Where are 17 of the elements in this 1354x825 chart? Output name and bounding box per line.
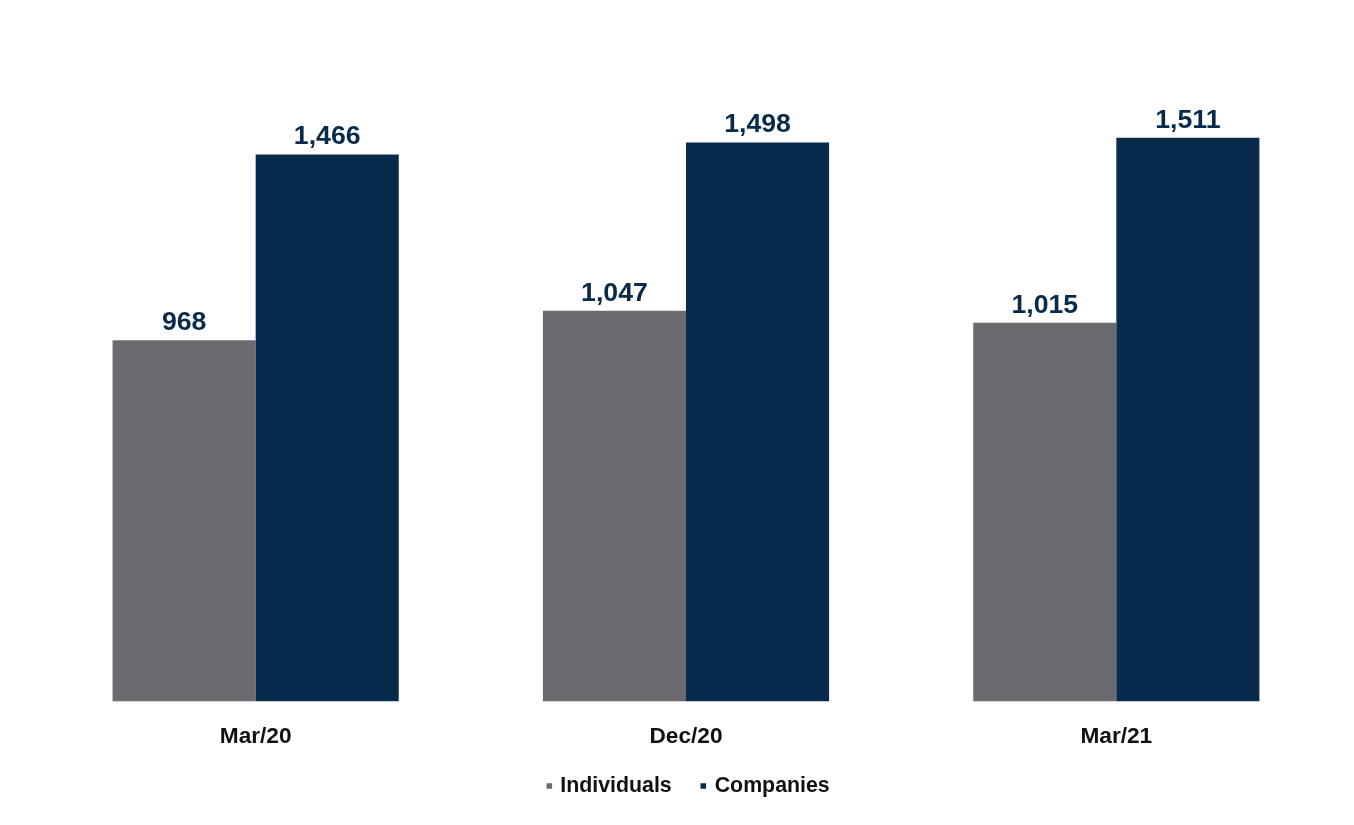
x-tick-label: Mar/21 bbox=[1080, 721, 1153, 748]
bar bbox=[1116, 137, 1260, 702]
bar bbox=[112, 340, 256, 702]
data-label: 1,466 bbox=[293, 120, 361, 151]
legend-label: Companies bbox=[714, 772, 830, 798]
bar bbox=[686, 142, 830, 702]
data-label: 1,498 bbox=[724, 108, 791, 139]
legend-label: Individuals bbox=[560, 772, 672, 798]
bar bbox=[542, 310, 686, 702]
data-label: 1,047 bbox=[581, 276, 648, 307]
x-tick-label: Dec/20 bbox=[649, 721, 723, 748]
data-label: 968 bbox=[161, 306, 207, 337]
data-label: 1,015 bbox=[1011, 288, 1079, 319]
data-label: 1,511 bbox=[1155, 103, 1221, 134]
bar bbox=[973, 322, 1117, 702]
x-tick-label: Mar/20 bbox=[219, 721, 292, 748]
bar bbox=[255, 154, 399, 702]
